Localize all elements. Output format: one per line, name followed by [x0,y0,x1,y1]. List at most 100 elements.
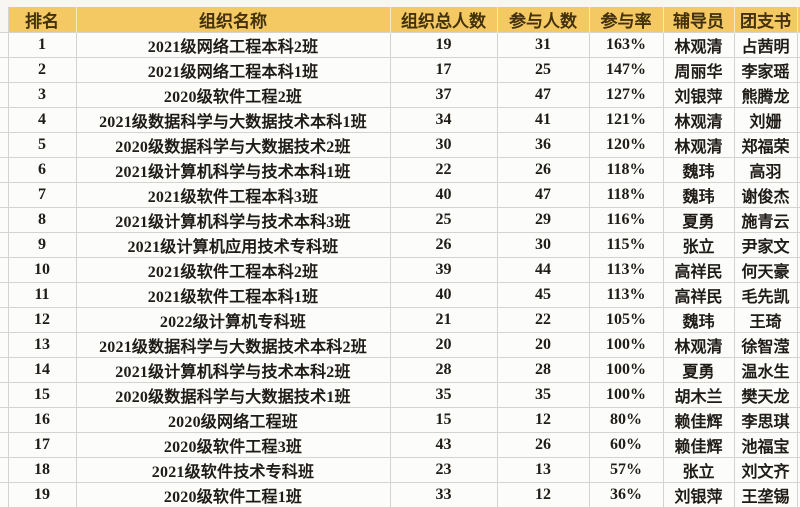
cell-participants[interactable]: 47 [496,82,590,108]
column-header-counselor[interactable]: 辅导员 [662,7,734,33]
cell-rate[interactable]: 118% [588,182,664,208]
cell-name[interactable]: 2021级网络工程本科2班 [75,32,391,58]
column-header-secretary[interactable]: 团支书 [733,7,797,33]
cell-secretary[interactable]: 王垄锡 [733,482,798,508]
cell-secretary[interactable]: 谢俊杰 [733,182,798,208]
cell-rank[interactable]: 6 [7,157,77,183]
cell-rank[interactable]: 9 [7,232,77,258]
cell-counselor[interactable]: 刘银萍 [662,82,735,108]
cell-rank[interactable]: 12 [7,307,77,333]
cell-participants[interactable]: 25 [496,57,590,83]
cell-counselor[interactable]: 赖佳辉 [662,407,735,433]
cell-rank[interactable]: 1 [7,32,77,58]
cell-secretary[interactable]: 施青云 [733,207,798,233]
cell-rank[interactable]: 7 [7,182,77,208]
cell-rate[interactable]: 113% [588,257,664,283]
cell-total[interactable]: 20 [389,332,498,358]
cell-counselor[interactable]: 张立 [662,232,735,258]
cell-secretary[interactable]: 熊腾龙 [733,82,798,108]
cell-name[interactable]: 2020级网络工程班 [75,407,391,433]
cell-counselor[interactable]: 高祥民 [662,257,735,283]
cell-counselor[interactable]: 夏勇 [662,207,735,233]
cell-name[interactable]: 2020级数据科学与大数据技术2班 [75,132,391,158]
cell-rank[interactable]: 19 [7,482,77,508]
cell-counselor[interactable]: 周丽华 [662,57,735,83]
cell-rank[interactable]: 15 [7,382,77,408]
cell-name[interactable]: 2021级数据科学与大数据技术本科2班 [75,332,391,358]
column-header-rank[interactable]: 排名 [7,7,76,33]
cell-rate[interactable]: 118% [588,157,664,183]
cell-counselor[interactable]: 赖佳辉 [662,432,735,458]
cell-secretary[interactable]: 徐智滢 [733,332,798,358]
cell-rate[interactable]: 100% [588,382,664,408]
cell-total[interactable]: 30 [389,132,498,158]
cell-name[interactable]: 2020级软件工程1班 [75,482,391,508]
cell-rate[interactable]: 57% [588,457,664,483]
cell-counselor[interactable]: 林观清 [662,107,735,133]
cell-rate[interactable]: 36% [588,482,664,508]
cell-counselor[interactable]: 夏勇 [662,357,735,383]
cell-total[interactable]: 28 [389,357,498,383]
cell-counselor[interactable]: 魏玮 [662,307,735,333]
cell-total[interactable]: 15 [389,407,498,433]
cell-rate[interactable]: 116% [588,207,664,233]
cell-secretary[interactable]: 池福宝 [733,432,798,458]
cell-participants[interactable]: 26 [496,157,590,183]
cell-rate[interactable]: 100% [588,332,664,358]
cell-name[interactable]: 2021级软件工程本科2班 [75,257,391,283]
cell-total[interactable]: 37 [389,82,498,108]
cell-secretary[interactable]: 尹家文 [733,232,798,258]
cell-name[interactable]: 2022级计算机专科班 [75,307,391,333]
cell-participants[interactable]: 44 [496,257,590,283]
column-header-total[interactable]: 组织总人数 [389,7,497,33]
cell-rank[interactable]: 14 [7,357,77,383]
cell-rank[interactable]: 5 [7,132,77,158]
cell-counselor[interactable]: 张立 [662,457,735,483]
cell-participants[interactable]: 35 [496,382,590,408]
cell-participants[interactable]: 45 [496,282,590,308]
cell-rate[interactable]: 100% [588,357,664,383]
cell-total[interactable]: 21 [389,307,498,333]
cell-total[interactable]: 19 [389,32,498,58]
cell-counselor[interactable]: 魏玮 [662,157,735,183]
cell-name[interactable]: 2020级软件工程3班 [75,432,391,458]
cell-total[interactable]: 25 [389,207,498,233]
cell-counselor[interactable]: 林观清 [662,332,735,358]
cell-total[interactable]: 35 [389,382,498,408]
column-header-name[interactable]: 组织名称 [75,7,390,33]
cell-rate[interactable]: 60% [588,432,664,458]
cell-rate[interactable]: 120% [588,132,664,158]
cell-total[interactable]: 22 [389,157,498,183]
cell-rate[interactable]: 127% [588,82,664,108]
cell-rate[interactable]: 147% [588,57,664,83]
cell-rate[interactable]: 115% [588,232,664,258]
cell-rate[interactable]: 163% [588,32,664,58]
cell-name[interactable]: 2020级软件工程2班 [75,82,391,108]
cell-secretary[interactable]: 王琦 [733,307,798,333]
cell-total[interactable]: 33 [389,482,498,508]
cell-rank[interactable]: 18 [7,457,77,483]
cell-rank[interactable]: 13 [7,332,77,358]
cell-name[interactable]: 2021级软件技术专科班 [75,457,391,483]
cell-secretary[interactable]: 刘姗 [733,107,798,133]
cell-total[interactable]: 34 [389,107,498,133]
cell-counselor[interactable]: 魏玮 [662,182,735,208]
cell-counselor[interactable]: 高祥民 [662,282,735,308]
cell-rank[interactable]: 10 [7,257,77,283]
cell-rank[interactable]: 3 [7,82,77,108]
cell-name[interactable]: 2021级计算机科学与技术本科2班 [75,357,391,383]
cell-secretary[interactable]: 高羽 [733,157,798,183]
cell-name[interactable]: 2021级网络工程本科1班 [75,57,391,83]
cell-participants[interactable]: 20 [496,332,590,358]
cell-name[interactable]: 2021级计算机科学与技术本科1班 [75,157,391,183]
cell-participants[interactable]: 28 [496,357,590,383]
cell-participants[interactable]: 41 [496,107,590,133]
cell-participants[interactable]: 12 [496,407,590,433]
cell-secretary[interactable]: 李思琪 [733,407,798,433]
cell-secretary[interactable]: 何天豪 [733,257,798,283]
cell-total[interactable]: 43 [389,432,498,458]
cell-rank[interactable]: 2 [7,57,77,83]
cell-participants[interactable]: 22 [496,307,590,333]
cell-participants[interactable]: 31 [496,32,590,58]
cell-rank[interactable]: 8 [7,207,77,233]
